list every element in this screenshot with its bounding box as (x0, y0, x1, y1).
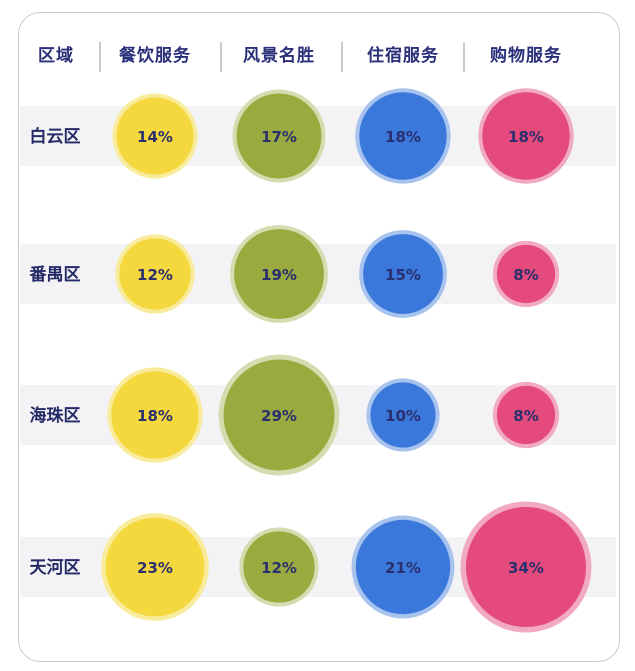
bubble (236, 93, 322, 179)
value-label: 12% (261, 559, 297, 577)
corner-header: 区域 (38, 45, 74, 66)
column-header-3: 住宿服务 (367, 45, 439, 66)
column-header-4: 购物服务 (490, 45, 562, 66)
bubble (496, 385, 556, 445)
bubble (370, 382, 436, 448)
bubble (223, 359, 335, 471)
bubble (119, 238, 191, 310)
value-label: 18% (137, 407, 173, 425)
bubble (116, 97, 194, 175)
column-header-1: 餐饮服务 (119, 45, 191, 66)
value-label: 34% (508, 559, 544, 577)
value-label: 18% (508, 128, 544, 146)
row-label: 番禺区 (29, 265, 81, 285)
column-header-2: 风景名胜 (243, 45, 315, 66)
bubble (496, 244, 556, 304)
row-label: 白云区 (30, 126, 81, 147)
value-label: 17% (261, 128, 297, 146)
bubble (234, 229, 324, 319)
row-label: 海珠区 (30, 405, 81, 426)
bubble (363, 234, 443, 314)
value-label: 21% (385, 559, 421, 577)
value-label: 18% (385, 128, 421, 146)
value-label: 12% (137, 266, 173, 284)
bubble (105, 517, 205, 617)
value-label: 15% (385, 266, 421, 284)
row-label: 天河区 (30, 558, 81, 578)
bubble (465, 506, 587, 628)
value-label: 10% (385, 407, 421, 425)
bubble (111, 371, 199, 459)
value-label: 14% (137, 128, 173, 146)
value-label: 8% (513, 407, 538, 425)
bubble (355, 519, 451, 615)
value-label: 8% (513, 266, 538, 284)
value-label: 19% (261, 266, 297, 284)
value-label: 23% (137, 559, 173, 577)
bubble (482, 92, 570, 180)
bubble (359, 92, 447, 180)
value-label: 29% (261, 407, 297, 425)
bubble (243, 531, 315, 603)
